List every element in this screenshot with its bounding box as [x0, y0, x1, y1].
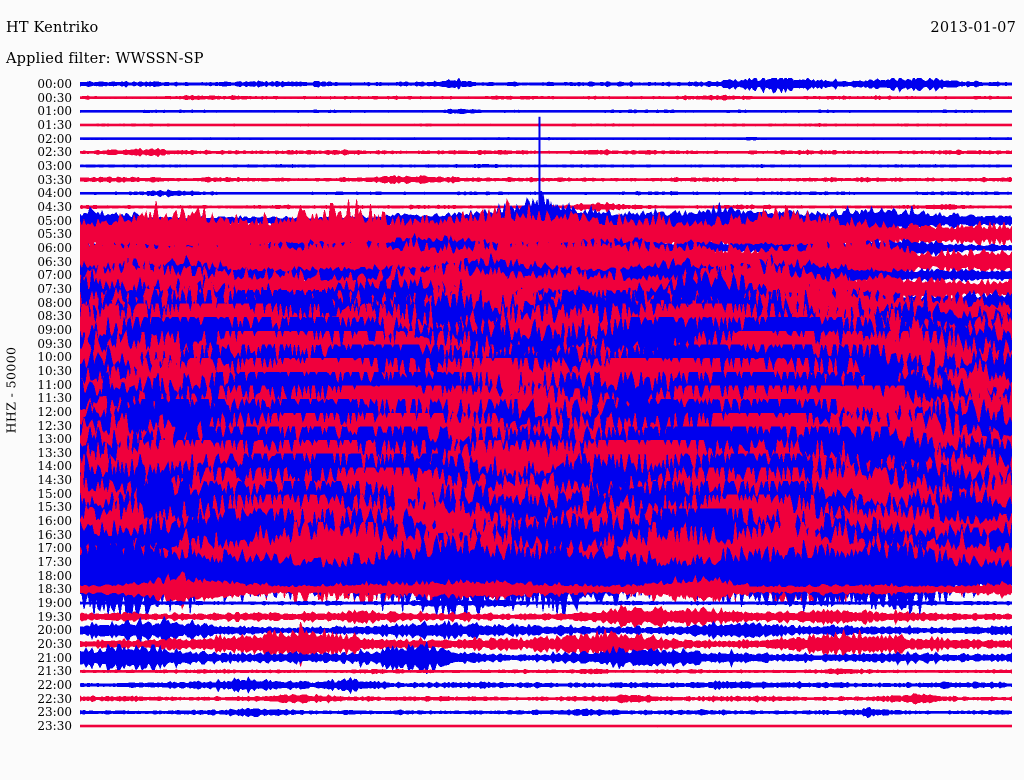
seismogram-traces — [80, 78, 1012, 728]
time-label: 14:00 — [37, 459, 72, 474]
time-label: 07:30 — [37, 281, 72, 296]
time-label: 06:00 — [37, 240, 72, 255]
time-label: 17:00 — [37, 541, 72, 556]
event-spike — [538, 116, 541, 237]
trace-baseline — [80, 588, 1012, 591]
time-label: 16:00 — [37, 514, 72, 529]
time-label: 18:00 — [37, 568, 72, 583]
time-label: 23:00 — [37, 705, 72, 720]
time-label: 20:00 — [37, 623, 72, 638]
trace-baseline — [80, 711, 1012, 714]
time-label: 10:00 — [37, 350, 72, 365]
time-label: 03:00 — [37, 158, 72, 173]
time-label: 02:00 — [37, 131, 72, 146]
time-label: 02:30 — [37, 145, 72, 160]
trace-baseline — [80, 601, 1012, 605]
trace-canvas — [80, 78, 1012, 774]
trace-baseline — [80, 629, 1012, 632]
time-label: 19:30 — [37, 609, 72, 624]
time-label: 11:00 — [37, 377, 72, 392]
trace-baseline — [80, 724, 1012, 728]
time-label: 15:00 — [37, 486, 72, 501]
time-label: 11:30 — [37, 391, 72, 406]
filter-label: Applied filter: WWSSN-SP — [6, 51, 204, 67]
time-label: 01:30 — [37, 117, 72, 132]
trace-baseline — [80, 697, 1012, 700]
trace-row — [80, 78, 1012, 94]
trace-baseline — [80, 683, 1012, 687]
page-title: HT Kentriko — [6, 20, 99, 36]
trace-baseline — [80, 178, 1012, 181]
time-label: 15:30 — [37, 500, 72, 515]
time-label: 06:30 — [37, 254, 72, 269]
trace-baseline — [80, 164, 1012, 168]
trace-baseline — [80, 82, 1012, 86]
time-label: 09:30 — [37, 336, 72, 351]
time-label: 03:30 — [37, 172, 72, 187]
trace-baseline — [80, 656, 1012, 660]
time-label: 08:30 — [37, 309, 72, 324]
trace-baseline — [80, 137, 1012, 140]
trace-baseline — [80, 260, 1012, 263]
time-label: 20:30 — [37, 637, 72, 652]
time-label: 07:00 — [37, 268, 72, 283]
trace-baseline — [80, 232, 1012, 236]
trace-baseline — [80, 96, 1012, 99]
time-label: 16:30 — [37, 527, 72, 542]
time-axis: 00:00 00:30 01:00 01:30 02:00 02:30 03:00 03:30… — [0, 0, 78, 780]
time-label: 13:30 — [37, 445, 72, 460]
trace-baseline — [80, 615, 1012, 619]
trace-baseline — [80, 151, 1012, 154]
time-label: 23:30 — [37, 719, 72, 734]
trace-baseline — [80, 123, 1012, 127]
trace-baseline — [80, 642, 1012, 646]
time-label: 10:30 — [37, 363, 72, 378]
time-label: 05:30 — [37, 227, 72, 242]
time-label: 12:30 — [37, 418, 72, 433]
time-label: 22:30 — [37, 691, 72, 706]
date-label: 2013-01-07 — [930, 20, 1016, 36]
time-label: 17:30 — [37, 555, 72, 570]
time-label: 09:00 — [37, 322, 72, 337]
time-label: 21:00 — [37, 650, 72, 665]
trace-baseline — [80, 670, 1012, 673]
time-label: 19:00 — [37, 596, 72, 611]
time-label: 05:00 — [37, 213, 72, 228]
trace-baseline — [80, 191, 1012, 195]
time-label: 21:30 — [37, 664, 72, 679]
time-label: 01:00 — [37, 104, 72, 119]
time-label: 22:00 — [37, 678, 72, 693]
trace-baseline — [80, 110, 1012, 113]
time-label: 00:00 — [37, 77, 72, 91]
time-label: 00:30 — [37, 90, 72, 105]
time-label: 08:00 — [37, 295, 72, 310]
trace-baseline — [80, 574, 1012, 578]
time-label: 18:30 — [37, 582, 72, 597]
time-label: 12:00 — [37, 404, 72, 419]
time-label: 04:30 — [37, 199, 72, 214]
time-label: 14:30 — [37, 473, 72, 488]
time-label: 04:00 — [37, 186, 72, 201]
time-label: 13:00 — [37, 432, 72, 447]
